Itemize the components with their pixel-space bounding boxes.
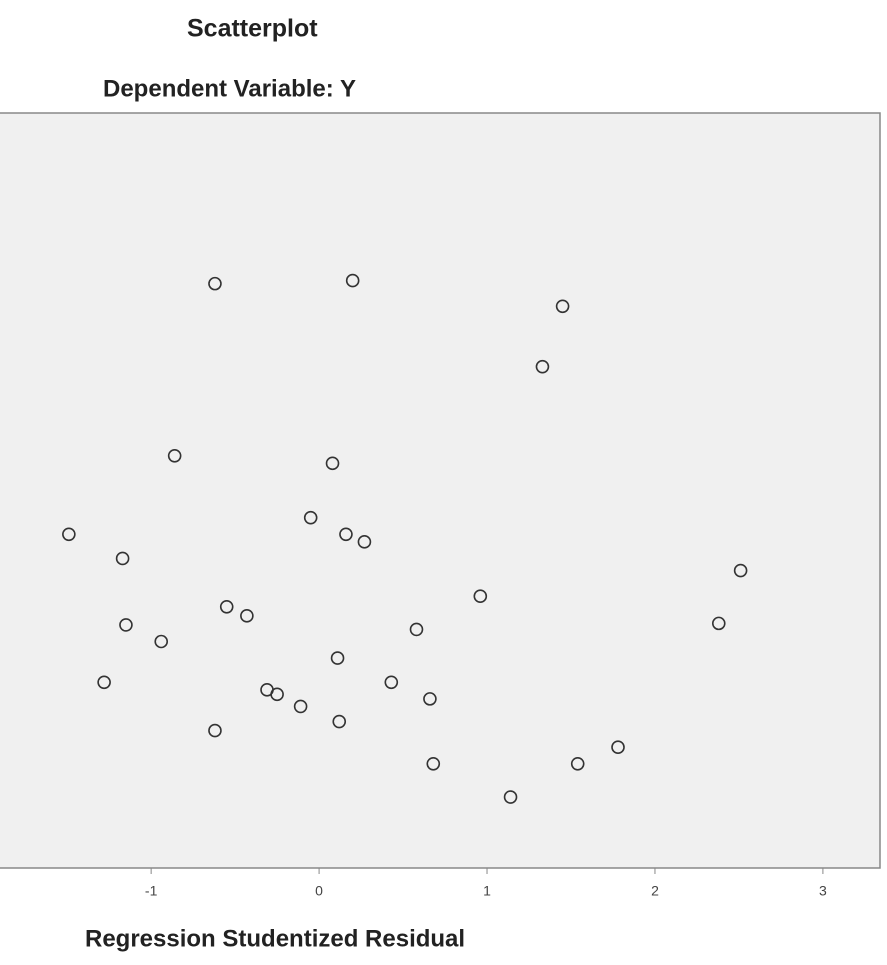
chart-title: Scatterplot [187,15,318,43]
point [733,563,748,578]
point [97,675,111,690]
point [119,618,133,632]
point [711,616,726,631]
point [409,622,424,637]
point [423,692,437,706]
point [535,359,550,374]
point [332,714,347,729]
x-tick-label: -1 [145,883,158,899]
x-tick-label: 0 [315,883,323,899]
point [384,675,399,690]
point [270,687,284,702]
point [293,699,308,714]
point [330,651,345,665]
point [219,599,234,614]
point [240,609,254,623]
plot-area [0,112,881,869]
point [154,634,169,649]
x-tick-label: 3 [819,883,827,899]
point [611,740,625,755]
point [208,276,222,291]
point [570,757,585,771]
point [473,589,488,604]
x-tick-label: 1 [483,883,491,899]
point [167,448,182,463]
x-axis-label: Regression Studentized Residual [85,925,465,952]
point [303,510,318,525]
chart-subtitle: Dependent Variable: Y [103,75,356,102]
point [555,299,570,314]
point [503,790,518,804]
point [62,527,76,542]
point [325,456,340,471]
point [208,723,222,738]
point [339,527,353,542]
x-tick-label: 2 [651,883,659,899]
point [115,551,130,566]
point [426,757,441,771]
point [357,535,372,549]
point [345,273,360,288]
